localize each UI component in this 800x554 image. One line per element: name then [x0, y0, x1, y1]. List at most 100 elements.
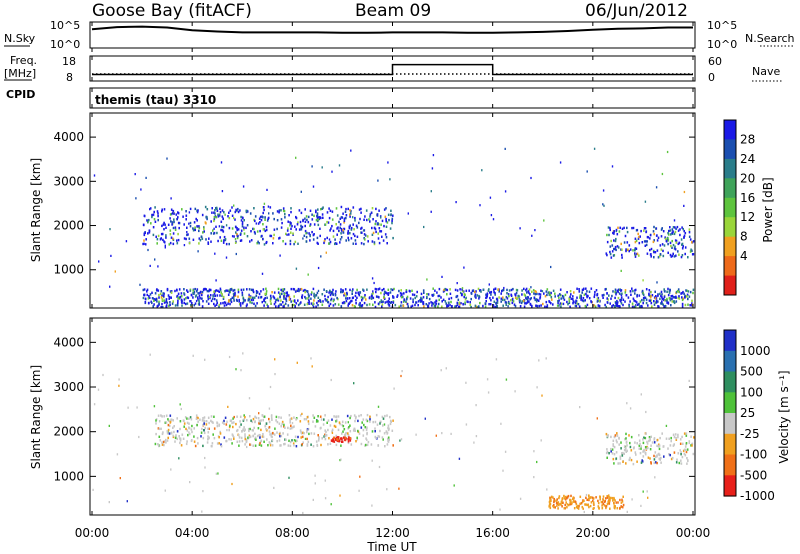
- data-cell: [434, 304, 437, 307]
- data-cell: [249, 415, 251, 418]
- data-cell: [348, 436, 350, 439]
- data-cell: [678, 461, 681, 465]
- data-cell: [327, 221, 330, 224]
- data-cell: [407, 212, 409, 215]
- data-cell: [426, 293, 428, 296]
- data-cell: [356, 226, 359, 229]
- data-cell: [668, 437, 670, 440]
- data-cell: [488, 288, 490, 291]
- data-cell: [254, 215, 257, 218]
- data-cell: [677, 435, 679, 439]
- data-cell: [441, 305, 443, 308]
- data-cell: [489, 303, 492, 306]
- data-cell: [165, 438, 167, 441]
- data-cell: [214, 252, 216, 255]
- data-cell: [324, 479, 326, 482]
- data-cell: [217, 472, 219, 475]
- data-cell: [178, 457, 180, 460]
- data-cell: [200, 431, 203, 434]
- data-cell: [678, 241, 681, 245]
- data-cell: [253, 426, 255, 430]
- data-cell: [330, 297, 333, 301]
- data-cell: [256, 302, 258, 305]
- data-cell: [677, 452, 680, 455]
- data-cell: [363, 423, 365, 427]
- data-cell: [236, 299, 238, 302]
- data-cell: [504, 450, 507, 453]
- data-cell: [588, 505, 590, 509]
- data-cell: [337, 226, 339, 229]
- data-cell: [327, 428, 329, 432]
- data-cell: [176, 417, 178, 420]
- data-cell: [684, 296, 686, 299]
- data-cell: [216, 301, 218, 304]
- data-cell: [149, 264, 151, 267]
- data-cell: [644, 227, 647, 230]
- data-cell: [557, 301, 559, 304]
- data-cell: [389, 301, 392, 304]
- data-cell: [304, 217, 306, 220]
- data-cell: [174, 226, 177, 229]
- data-cell: [201, 427, 203, 431]
- data-cell: [407, 305, 409, 308]
- data-cell: [506, 288, 508, 292]
- data-cell: [652, 230, 655, 233]
- data-cell: [231, 227, 234, 230]
- data-cell: [352, 223, 354, 226]
- data-cell: [632, 249, 634, 252]
- data-cell: [438, 298, 440, 302]
- data-cell: [619, 507, 621, 510]
- data-cell: [638, 444, 641, 447]
- data-cell: [643, 449, 645, 453]
- data-cell: [530, 176, 532, 180]
- data-cell: [682, 449, 685, 453]
- data-cell: [243, 219, 245, 222]
- data-cell: [240, 229, 243, 232]
- data-cell: [625, 447, 627, 450]
- data-cell: [307, 427, 310, 431]
- data-cell: [185, 442, 188, 446]
- data-cell: [521, 289, 523, 292]
- data-cell: [660, 290, 663, 294]
- data-cell: [581, 291, 583, 294]
- data-cell: [197, 296, 199, 299]
- data-cell: [654, 301, 657, 304]
- colorbar-tick-label: 12: [740, 210, 755, 224]
- data-cell: [172, 211, 174, 215]
- data-cell: [348, 426, 350, 429]
- data-cell: [258, 412, 260, 415]
- data-cell: [375, 290, 377, 294]
- data-cell: [662, 249, 664, 253]
- data-cell: [233, 288, 236, 292]
- data-cell: [168, 419, 170, 422]
- data-cell: [270, 302, 272, 305]
- data-cell: [461, 287, 464, 290]
- data-cell: [405, 290, 408, 293]
- data-cell: [289, 224, 291, 227]
- velocity-y-label: Slant Range [km]: [29, 365, 43, 469]
- data-cell: [271, 414, 273, 417]
- data-cell: [656, 239, 659, 242]
- data-cell: [219, 210, 222, 214]
- data-cell: [640, 304, 643, 308]
- data-cell: [661, 300, 663, 303]
- data-cell: [230, 419, 233, 422]
- data-cell: [154, 258, 156, 261]
- data-cell: [300, 228, 303, 231]
- data-cell: [195, 294, 198, 297]
- data-cell: [286, 293, 289, 296]
- data-cell: [461, 288, 463, 291]
- data-cell: [660, 456, 662, 460]
- data-cell: [243, 226, 245, 229]
- data-cell: [273, 233, 275, 237]
- data-cell: [220, 445, 223, 448]
- data-cell: [541, 290, 544, 293]
- data-cell: [389, 422, 392, 426]
- data-cell: [303, 432, 305, 435]
- data-cell: [251, 420, 254, 424]
- data-cell: [659, 292, 661, 296]
- data-cell: [167, 418, 169, 421]
- data-cell: [134, 173, 136, 176]
- data-cell: [637, 303, 639, 306]
- data-cell: [386, 443, 389, 446]
